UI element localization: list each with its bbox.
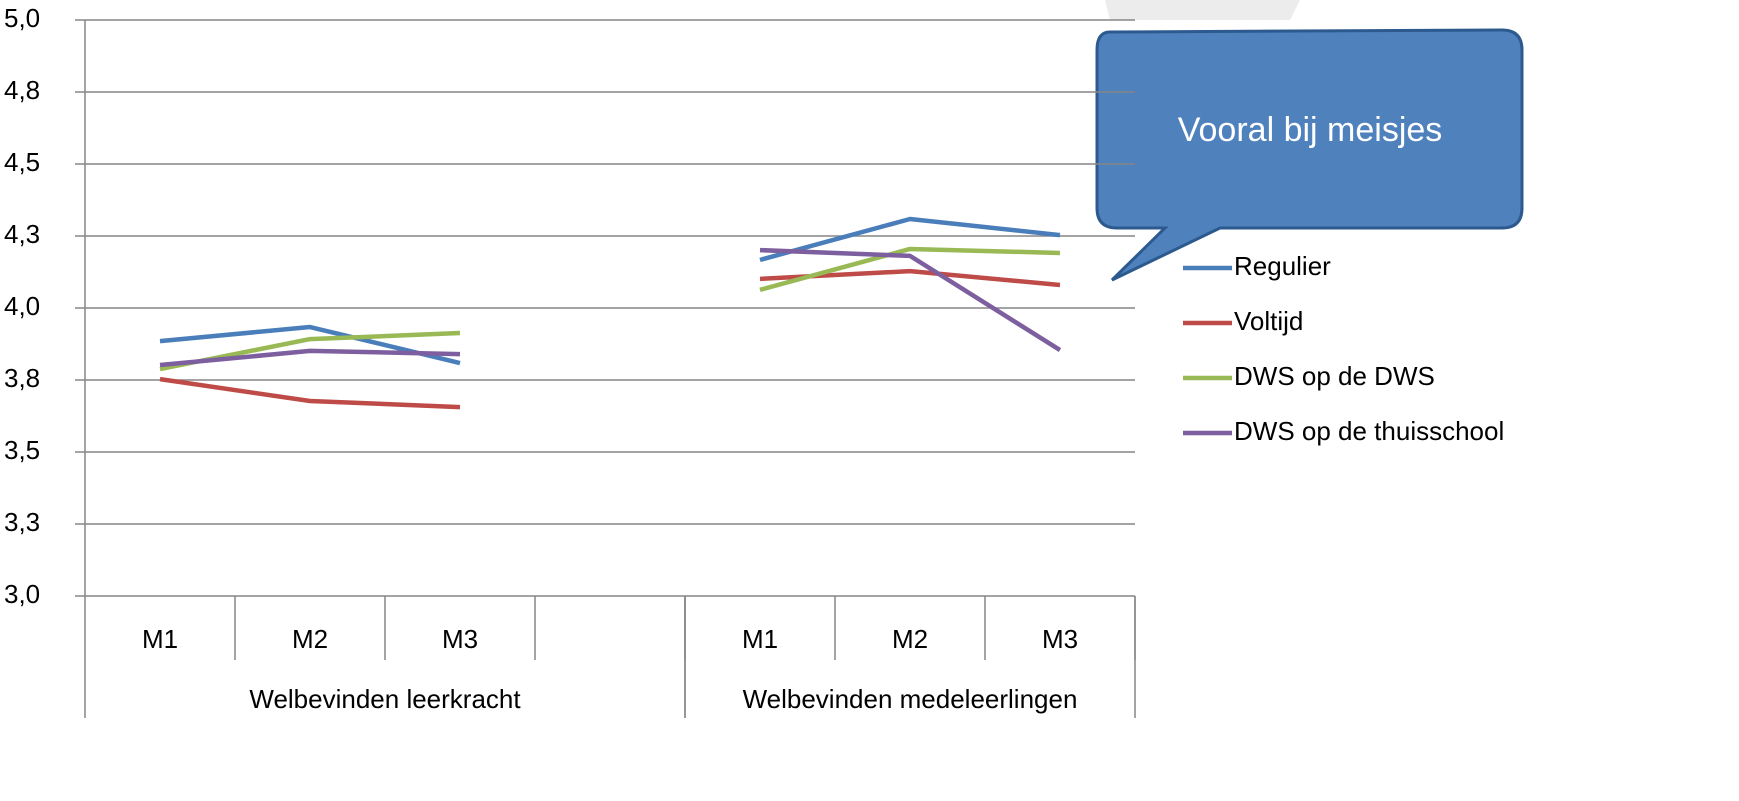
background-figure (1105, 0, 1300, 20)
y-tick-label: 4,3 (4, 219, 40, 249)
y-tick-label: 3,5 (4, 435, 40, 465)
y-tick-label: 3,3 (4, 507, 40, 537)
x-tick-label: M2 (892, 624, 928, 654)
x-tick-label: M2 (292, 624, 328, 654)
callout-text: Vooral bij meisjes (1178, 111, 1443, 149)
y-tick-label: 4,8 (4, 75, 40, 105)
legend-label: DWS op de thuisschool (1234, 416, 1504, 446)
x-tick-label: M1 (142, 624, 178, 654)
series-line (159, 268, 1061, 410)
x-tick-label: M1 (742, 624, 778, 654)
y-tick-label: 5,0 (4, 3, 40, 33)
callout (1095, 28, 1524, 282)
y-tick-label: 4,5 (4, 147, 40, 177)
legend-label: DWS op de DWS (1234, 361, 1435, 391)
y-tick-label: 3,8 (4, 363, 40, 393)
legend-label: Regulier (1234, 251, 1331, 281)
series-line (159, 247, 1062, 368)
y-tick-label: 3,0 (4, 579, 40, 609)
group-label: Welbevinden leerkracht (249, 684, 521, 714)
legend-label: Voltijd (1234, 306, 1303, 336)
group-label: Welbevinden medeleerlingen (743, 684, 1078, 714)
x-tick-label: M3 (442, 624, 478, 654)
y-tick-label: 4,0 (4, 291, 40, 321)
x-tick-label: M3 (1042, 624, 1078, 654)
